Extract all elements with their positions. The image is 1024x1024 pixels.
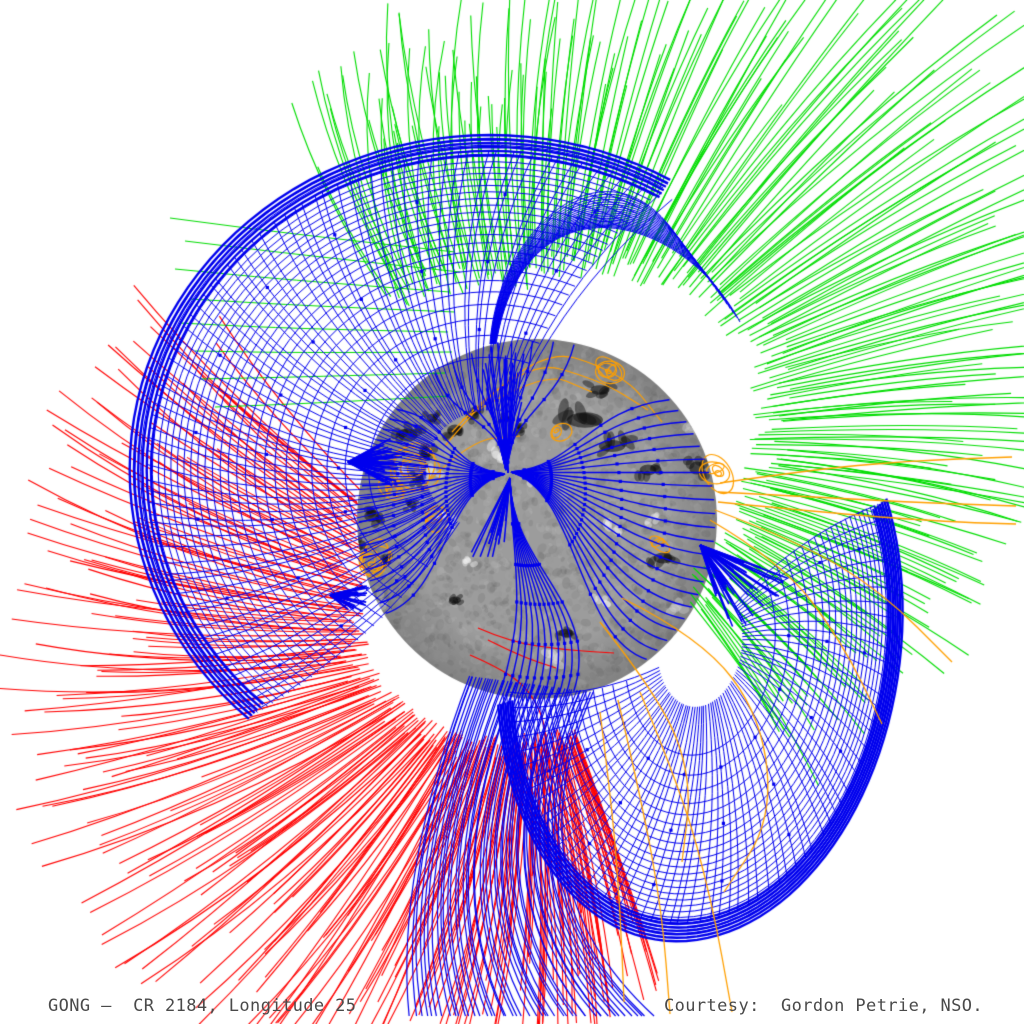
caption-courtesy: Courtesy: Gordon Petrie, NSO. [664, 996, 984, 1016]
caption-gong-cr: GONG – CR 2184, Longitude 25 [48, 996, 357, 1016]
